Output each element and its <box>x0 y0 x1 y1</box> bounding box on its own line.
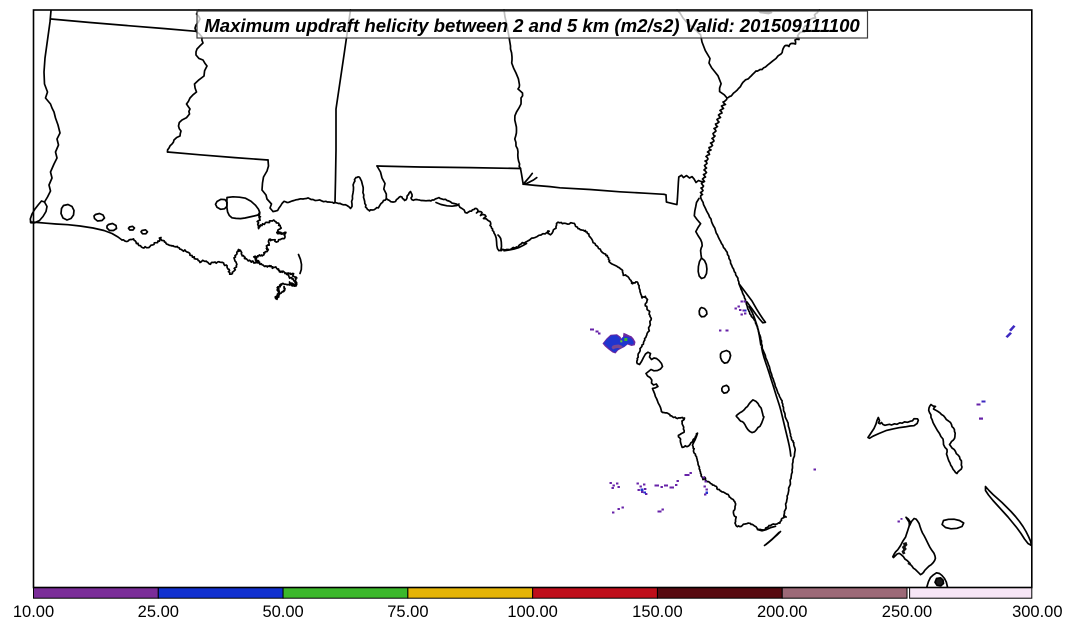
svg-text:10.00: 10.00 <box>13 603 54 621</box>
svg-text:200.00: 200.00 <box>757 603 807 621</box>
svg-text:300.00: 300.00 <box>1012 603 1062 621</box>
svg-text:75.00: 75.00 <box>387 603 428 621</box>
svg-text:Maximum updraft helicity betwe: Maximum updraft helicity between 2 and 5… <box>204 15 860 36</box>
svg-text:25.00: 25.00 <box>138 603 179 621</box>
svg-text:250.00: 250.00 <box>882 603 932 621</box>
svg-text:150.00: 150.00 <box>632 603 682 621</box>
svg-text:100.00: 100.00 <box>507 603 557 621</box>
svg-text:50.00: 50.00 <box>262 603 303 621</box>
